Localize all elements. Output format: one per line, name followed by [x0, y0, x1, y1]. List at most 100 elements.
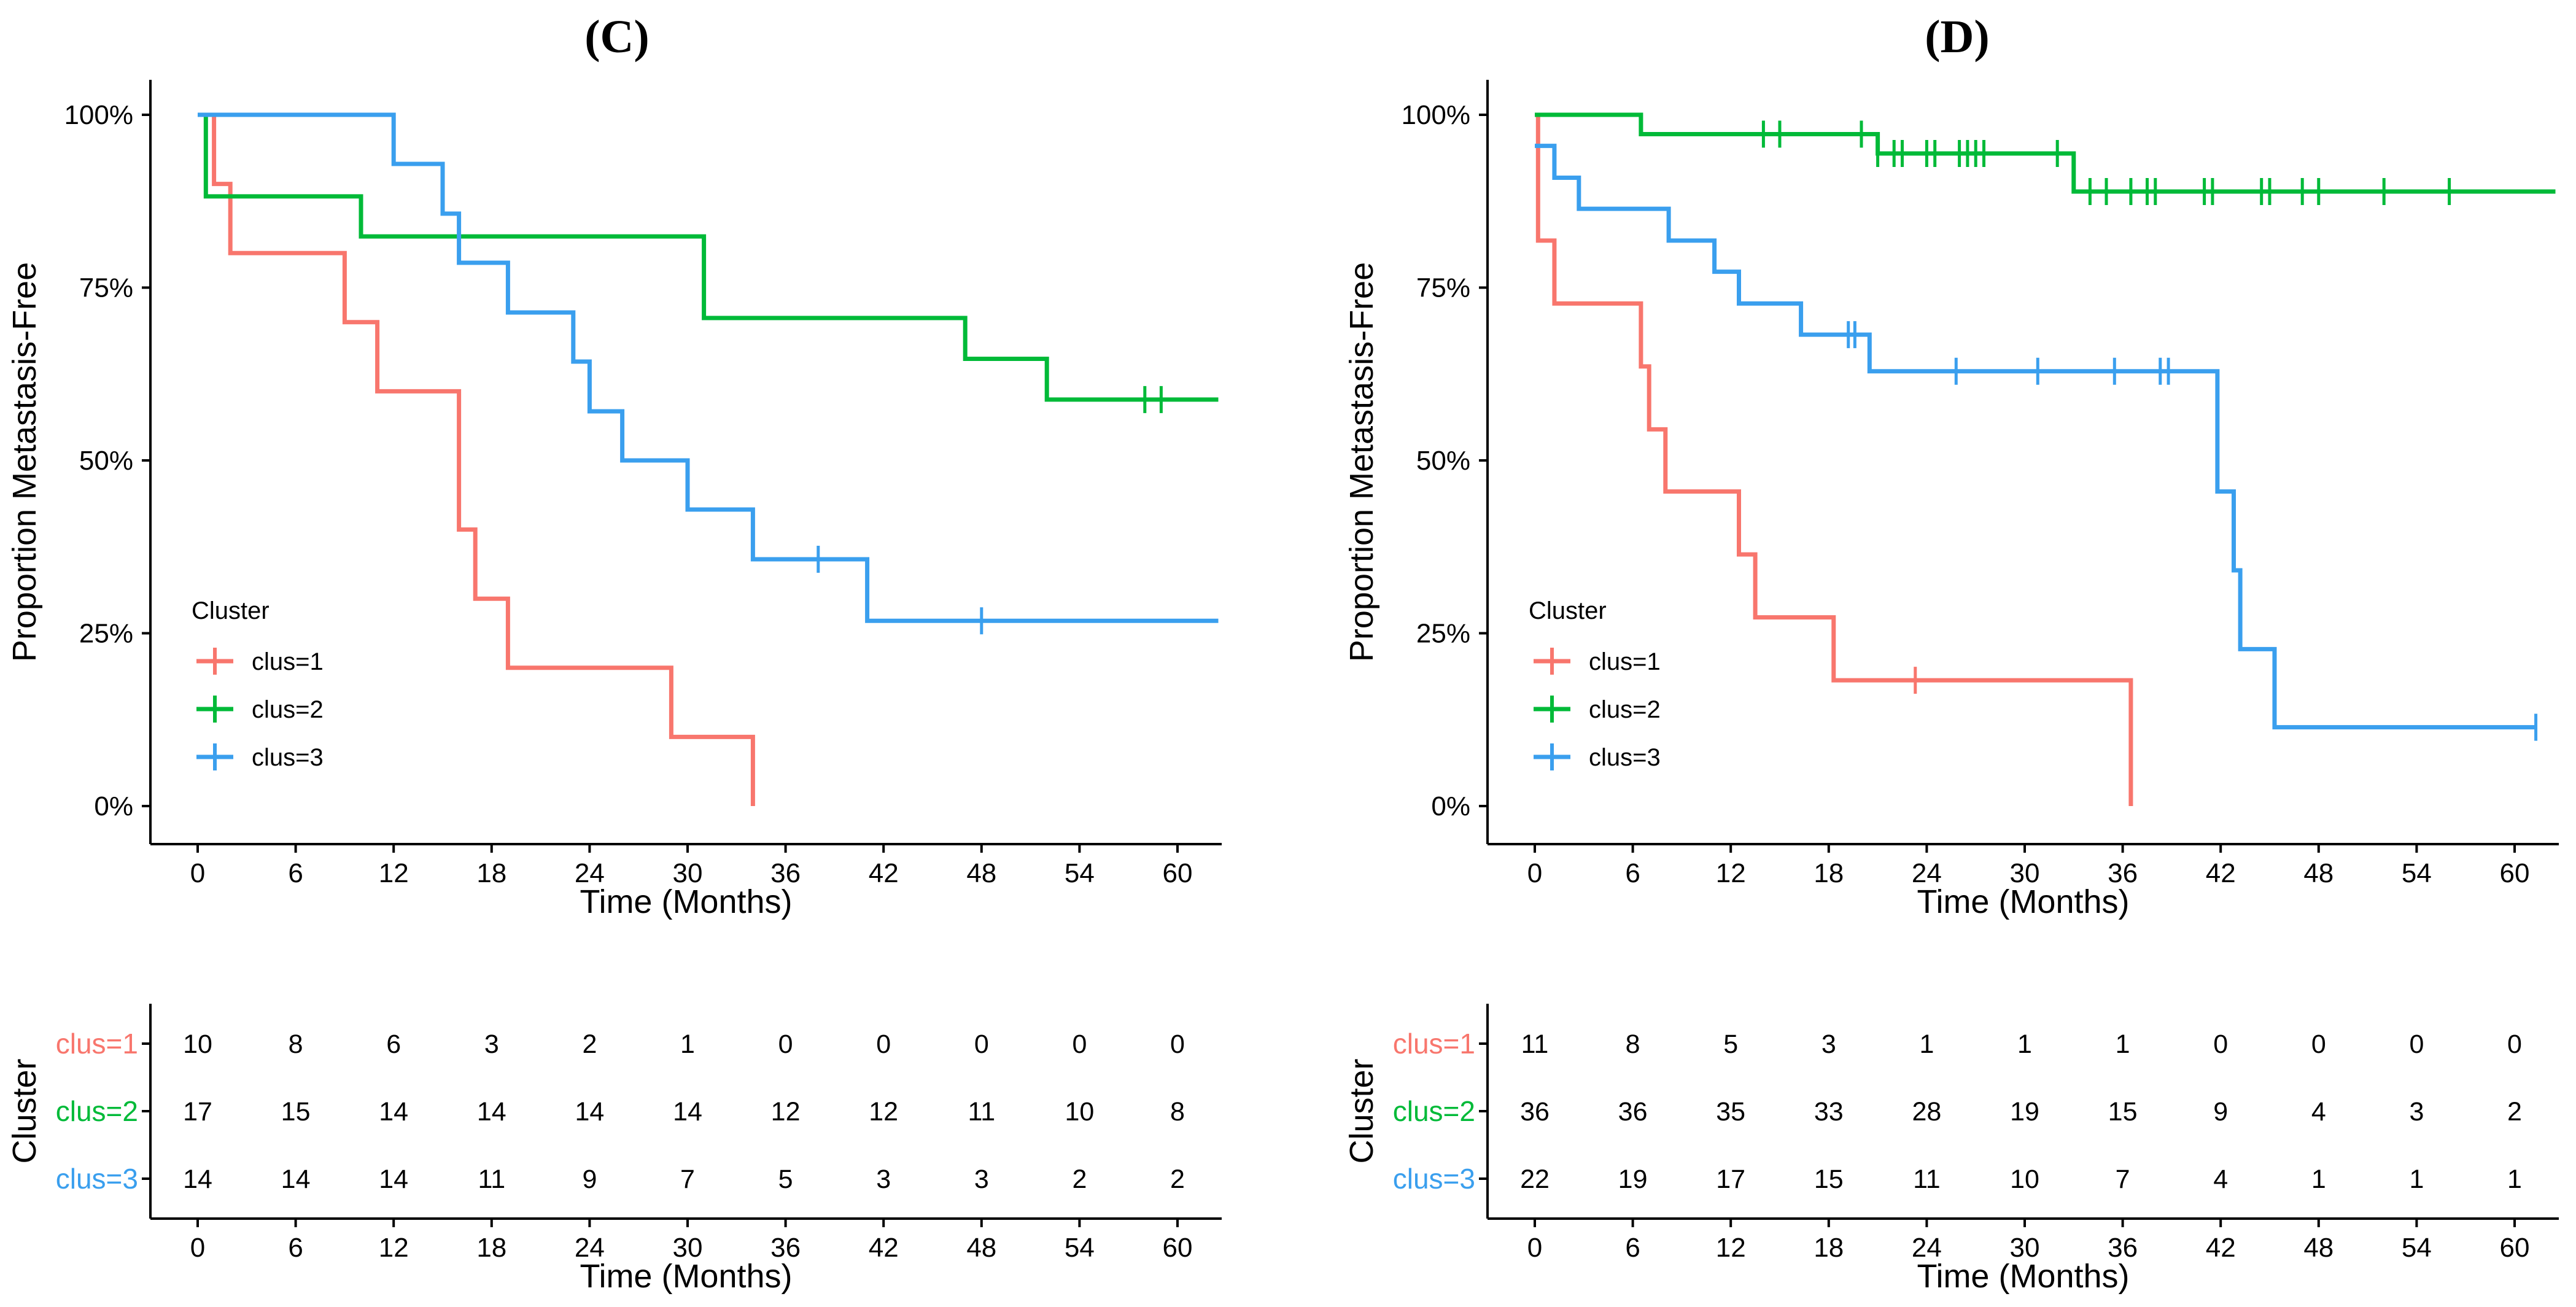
panel-d-x-tick-label: 6	[1625, 858, 1640, 888]
panel-d-y-tick-label: 25%	[1416, 619, 1470, 649]
panel-d-risk-count: 2	[2507, 1097, 2522, 1127]
panel-c-risk-count: 8	[1170, 1097, 1185, 1127]
panel-c-risk-x-tick-label: 48	[966, 1233, 996, 1263]
panel-d-risk-count: 11	[1913, 1165, 1941, 1194]
panel-c-risk-x-tick-label: 18	[476, 1233, 506, 1263]
panel-d-x-axis-title: Time (Months)	[1917, 883, 2129, 920]
panel-d-y-tick-label: 75%	[1416, 273, 1470, 303]
panel-d-risk-count: 5	[1723, 1030, 1738, 1059]
panel-d-risk-count: 0	[2213, 1030, 2228, 1059]
panel-d-risk-count: 8	[1626, 1030, 1640, 1059]
panel-c-risk-x-tick-label: 54	[1065, 1233, 1095, 1263]
panel-d: (D)0%25%50%75%100%0 6 12 18 24 30 36 42 48 54 60Ti…	[1343, 11, 2559, 1295]
panel-d-risk-count: 11	[1521, 1030, 1549, 1059]
panel-c-risk-count: 7	[680, 1165, 695, 1194]
panel-c-x-tick-label: 6	[288, 858, 303, 888]
panel-d-risk-count: 7	[2116, 1165, 2130, 1194]
panel-d-x-tick-label: 30	[2010, 858, 2040, 888]
panel-c-risk-x-tick-label: 0	[190, 1233, 205, 1263]
panel-d-risk-count: 4	[2213, 1165, 2228, 1194]
panel-d-risk-count: 10	[2010, 1165, 2039, 1194]
panel-c-x-tick-label: 48	[966, 858, 996, 888]
panel-c-x-axis-title: Time (Months)	[580, 883, 792, 920]
panel-c-risk-count: 1	[680, 1030, 695, 1059]
panel-c: (C)0%25%50%75%100%0 6 12 18 24 30 36 42 48 54 60Ti…	[6, 11, 1222, 1295]
panel-c-risk-count: 0	[974, 1030, 989, 1059]
panel-d-risk-strata-label-clus1: clus=1	[1393, 1028, 1475, 1060]
panel-d-risk-count: 4	[2311, 1097, 2326, 1127]
panel-c-risk-count: 14	[673, 1097, 702, 1127]
panel-d-risk-x-tick-label: 60	[2500, 1233, 2530, 1263]
panel-d-risk-count: 1	[2507, 1165, 2522, 1194]
panel-c-risk-x-tick-label: 24	[575, 1233, 605, 1263]
panel-c-risk-x-tick-label: 12	[379, 1233, 409, 1263]
panel-c-legend-label-clus3: clus=3	[252, 744, 324, 771]
panel-c-legend-title: Cluster	[192, 597, 270, 624]
panel-d-risk-count: 0	[2409, 1030, 2424, 1059]
panel-d-title: (D)	[1925, 11, 1990, 63]
panel-c-x-tick-label: 24	[575, 858, 605, 888]
panel-c-risk-x-axis-title: Time (Months)	[580, 1258, 792, 1295]
panel-c-x-tick-label: 60	[1163, 858, 1193, 888]
panel-d-risk-x-axis-title: Time (Months)	[1917, 1258, 2129, 1295]
panel-c-risk-count: 11	[478, 1165, 505, 1194]
panel-d-risk-x-tick-label: 6	[1625, 1233, 1640, 1263]
panel-d-risk-count: 1	[2017, 1030, 2032, 1059]
panel-c-risk-x-tick-label: 36	[770, 1233, 801, 1263]
panel-d-x-tick-label: 48	[2303, 858, 2334, 888]
panel-c-risk-count: 0	[1170, 1030, 1185, 1059]
panel-c-curve-clus3	[198, 112, 1219, 623]
panel-d-risk-strata-label-clus3: clus=3	[1393, 1163, 1475, 1195]
panel-c-x-tick-label: 0	[190, 858, 205, 888]
panel-d-risk-x-tick-label: 18	[1814, 1233, 1844, 1263]
panel-d-y-axis-title: Proportion Metastasis-Free	[1343, 262, 1380, 662]
panel-d-legend-label-clus2: clus=2	[1589, 696, 1661, 723]
panel-d-risk-count: 1	[2311, 1165, 2326, 1194]
panel-c-risk-count: 2	[1072, 1165, 1087, 1194]
panel-c-x-tick-label: 54	[1065, 858, 1095, 888]
panel-d-risk-count: 15	[2108, 1097, 2138, 1127]
panel-c-legend-label-clus2: clus=2	[252, 696, 324, 723]
panel-c-risk-count: 9	[582, 1165, 597, 1194]
panel-c-curve-clus1	[198, 112, 755, 806]
panel-d-risk-x-tick-label: 12	[1716, 1233, 1746, 1263]
panel-d-legend: Cluster clus=1 clus=2 clus=3	[1529, 597, 1661, 771]
panel-c-legend: Cluster clus=1 clus=2 clus=3	[192, 597, 324, 771]
panel-c-risk-count: 14	[379, 1097, 408, 1127]
panel-d-risk-x-tick-label: 42	[2206, 1233, 2236, 1263]
panel-d-risk-x-tick-label: 36	[2108, 1233, 2138, 1263]
panel-c-risk-x-tick-label: 30	[673, 1233, 703, 1263]
panel-c-risk-count: 2	[1170, 1165, 1185, 1194]
panel-c-risk-count: 8	[289, 1030, 303, 1059]
panel-d-risk-x-tick-label: 24	[1912, 1233, 1942, 1263]
panel-c-x-tick-label: 42	[869, 858, 899, 888]
panel-c-title: (C)	[584, 11, 650, 63]
panel-c-legend-label-clus1: clus=1	[252, 648, 324, 675]
panel-d-risk-count: 9	[2213, 1097, 2228, 1127]
panel-c-risk-count: 3	[484, 1030, 499, 1059]
panel-c-risk-x-tick-label: 6	[288, 1233, 303, 1263]
panel-c-risk-count: 3	[876, 1165, 891, 1194]
panel-c-x-tick-label: 12	[379, 858, 409, 888]
panel-d-risk-count: 19	[2010, 1097, 2039, 1127]
panel-d-risk-count: 1	[2409, 1165, 2424, 1194]
panel-d-x-tick-label: 18	[1814, 858, 1844, 888]
panel-d-legend-label-clus1: clus=1	[1589, 648, 1661, 675]
panel-c-y-tick-label: 25%	[79, 619, 133, 649]
panel-c-y-tick-label: 0%	[94, 791, 133, 821]
panel-d-risk-count: 3	[2409, 1097, 2424, 1127]
panel-c-risk-strata-label-clus2: clus=2	[56, 1095, 138, 1127]
panel-c-risk-count: 12	[869, 1097, 898, 1127]
panel-c-risk-count: 10	[183, 1030, 212, 1059]
panel-c-risk-count: 0	[1072, 1030, 1087, 1059]
panel-d-risk-count: 19	[1618, 1165, 1648, 1194]
panel-d-x-tick-label: 36	[2108, 858, 2138, 888]
panel-d-curve-clus2	[1535, 112, 2556, 194]
panel-d-y-tick-label: 0%	[1431, 791, 1470, 821]
panel-c-y-tick-label: 75%	[79, 273, 133, 303]
panel-c-risk-count: 3	[974, 1165, 989, 1194]
panel-c-risk-strata-label-clus1: clus=1	[56, 1028, 138, 1060]
